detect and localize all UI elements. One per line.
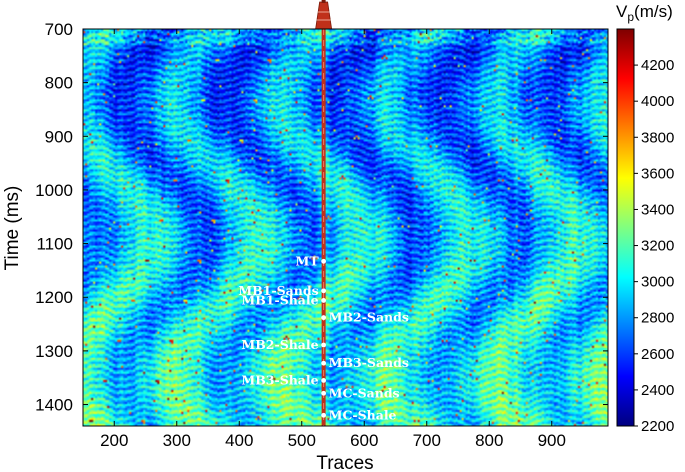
x-tick-label: 800 [475, 431, 503, 450]
horizon-marker-dot [321, 288, 327, 294]
horizon-marker-dot [321, 298, 327, 303]
x-tick-label: 700 [413, 431, 441, 450]
colorbar-tick-label: 3000 [641, 274, 674, 291]
velocity-heatmap-image [83, 29, 608, 426]
horizon-label: MC-Shale [329, 407, 397, 422]
colorbar-tick-label: 3800 [641, 129, 674, 146]
horizon-label: MC-Sands [329, 385, 400, 400]
y-tick-label: 1300 [35, 342, 73, 361]
plot-frame [82, 28, 609, 427]
colorbar: 2200 2400 2600 2800 3000 3200 3400 3600 3800 4000… [616, 2, 674, 435]
y-tick-label: 800 [45, 74, 73, 93]
horizon-label: MB1-Sands [238, 283, 318, 298]
well-group [315, 0, 333, 426]
colorbar-tick-label: 2200 [641, 418, 674, 435]
colorbar-title-main: V [616, 2, 628, 21]
horizon-label: MB2-Sands [329, 310, 409, 325]
x-tick-label: 200 [100, 431, 128, 450]
horizon-marker-dot [321, 412, 327, 418]
x-tick-label: 600 [350, 431, 378, 450]
heatmap-area [83, 29, 608, 426]
colorbar-tick-label: 3400 [641, 201, 674, 218]
colorbar-tick-label: 4000 [641, 93, 674, 110]
horizon-label: MT [295, 253, 319, 268]
y-tick-label: 1100 [36, 235, 73, 254]
horizon-marker-dot [321, 342, 327, 348]
colorbar-tick-label: 3200 [641, 238, 674, 255]
colorbar-title: Vp(m/s) [616, 2, 673, 24]
colorbar-title-sub: p [627, 10, 634, 24]
y-tick-label: 1400 [35, 396, 73, 415]
y-tick-label: 900 [45, 127, 73, 146]
y-tick-label: 700 [45, 20, 73, 39]
horizon-label: MB1-Shale [241, 292, 318, 307]
horizon-label: MB3-Sands [329, 355, 409, 370]
colorbar-title-unit: (m/s) [634, 2, 673, 21]
x-tick-label: 300 [163, 431, 191, 450]
x-tick-label: 900 [538, 431, 566, 450]
colorbar-tick-label: 4200 [641, 57, 674, 74]
horizon-marker-dot [321, 390, 327, 396]
x-axis-ticks: 200 300 400 500 600 700 800 900 [100, 29, 566, 450]
y-tick-label: 1200 [35, 288, 73, 307]
well-derrick-icon [315, 1, 333, 30]
colorbar-ticks: 2200 2400 2600 2800 3000 3200 3400 3600 3800 4000… [634, 57, 674, 435]
y-axis-label: Time (ms) [2, 186, 23, 271]
colorbar-tick-label: 2400 [641, 382, 674, 399]
x-tick-label: 500 [288, 431, 316, 450]
x-axis-label: Traces [316, 453, 373, 472]
y-tick-label: 1000 [35, 181, 73, 200]
horizon-marker-dot [321, 360, 327, 366]
horizon-label: MB3-Shale [241, 372, 318, 387]
colorbar-tick-label: 3600 [641, 165, 674, 182]
horizon-marker-dot [321, 377, 327, 383]
x-tick-label: 400 [225, 431, 253, 450]
well-derrick-top-icon [321, 0, 326, 3]
horizon-label: MB2-Shale [241, 337, 318, 352]
horizon-marker-dot [321, 258, 327, 264]
colorbar-gradient [616, 28, 635, 427]
colorbar-tick-label: 2800 [641, 310, 674, 327]
colorbar-tick-label: 2600 [641, 346, 674, 363]
y-axis-ticks: 700 800 900 1000 1100 1200 1300 1400 [35, 20, 608, 415]
horizon-marker-dot [321, 315, 327, 321]
